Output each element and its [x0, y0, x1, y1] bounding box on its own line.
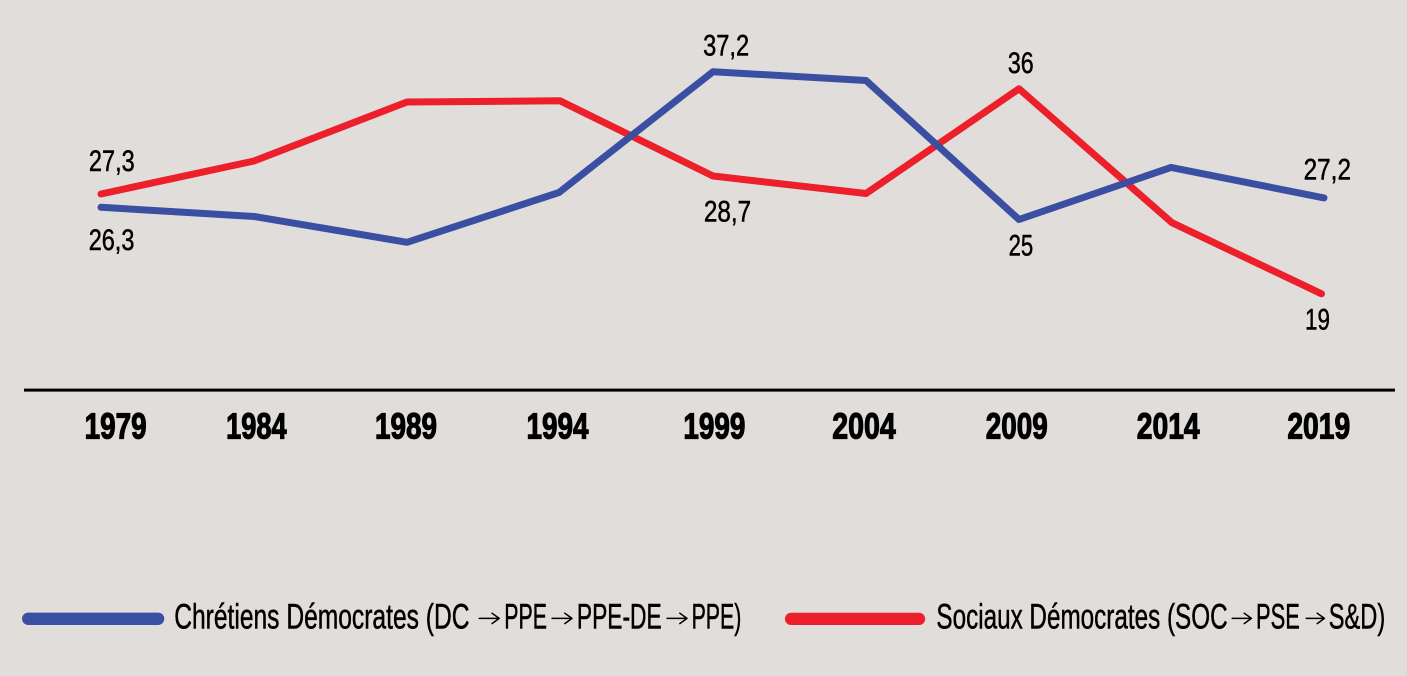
svg-text:37,2: 37,2 [703, 30, 749, 63]
svg-text:S&D): S&D) [1329, 597, 1385, 636]
svg-text:27,3: 27,3 [89, 145, 135, 178]
svg-text:28,7: 28,7 [704, 196, 751, 229]
svg-text:25: 25 [1009, 230, 1034, 263]
svg-text:1979: 1979 [85, 405, 147, 446]
svg-text:2019: 2019 [1287, 405, 1350, 446]
svg-text:PPE: PPE [504, 597, 547, 636]
svg-text:PSE: PSE [1256, 597, 1300, 636]
svg-text:1999: 1999 [683, 405, 745, 446]
svg-text:2004: 2004 [832, 405, 896, 446]
svg-text:19: 19 [1305, 303, 1330, 336]
svg-text:1989: 1989 [375, 405, 437, 446]
svg-text:2014: 2014 [1137, 405, 1200, 446]
svg-text:1994: 1994 [527, 405, 590, 446]
svg-text:26,3: 26,3 [89, 224, 135, 257]
svg-text:36: 36 [1008, 47, 1034, 80]
svg-text:PPE-DE: PPE-DE [577, 597, 662, 636]
svg-text:Chrétiens Démocrates (DC: Chrétiens Démocrates (DC [174, 597, 469, 636]
svg-text:27,2: 27,2 [1304, 154, 1351, 187]
svg-text:Sociaux Démocrates (SOC: Sociaux Démocrates (SOC [936, 597, 1227, 636]
svg-text:2009: 2009 [986, 405, 1048, 446]
svg-text:PPE): PPE) [692, 597, 742, 636]
svg-text:1984: 1984 [226, 405, 287, 446]
